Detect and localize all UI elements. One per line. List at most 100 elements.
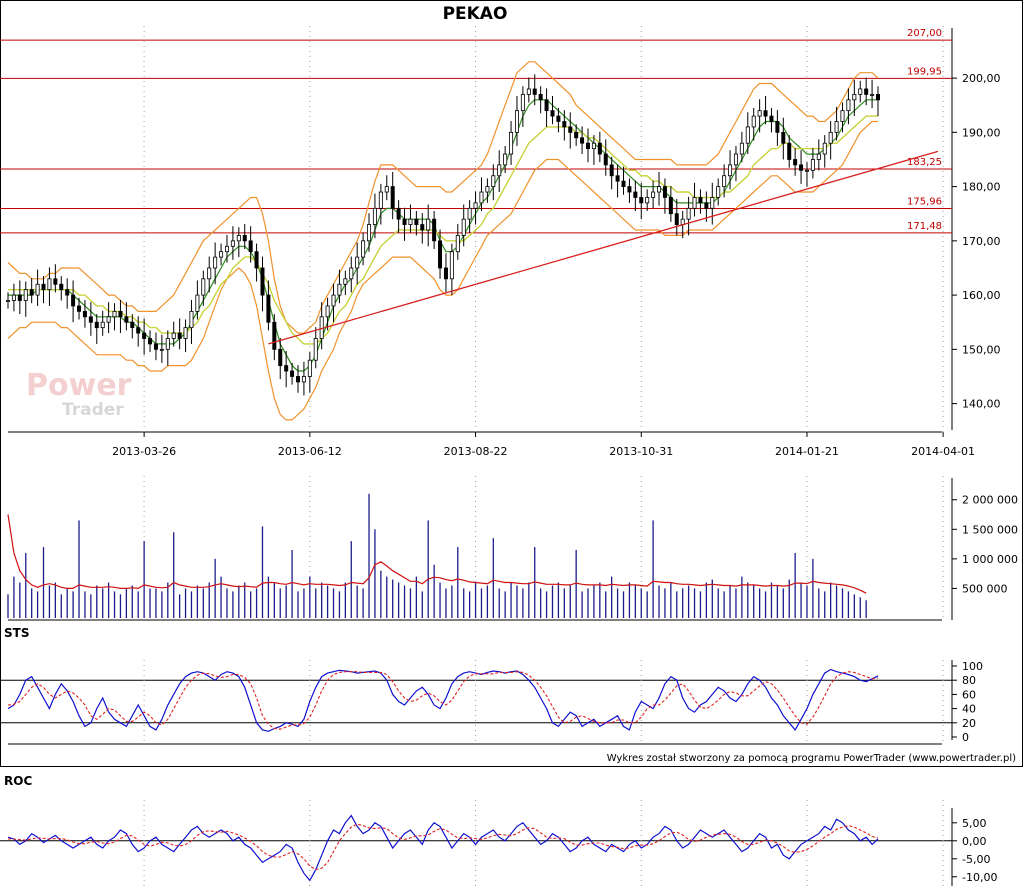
price-x-tick-label: 2014-01-21 bbox=[775, 445, 839, 458]
candle-body bbox=[858, 88, 863, 95]
roc-y-tick-label: -5,00 bbox=[962, 853, 990, 866]
candle-body bbox=[852, 93, 857, 101]
volume-y-tick-label: 500 000 bbox=[962, 582, 1008, 595]
candle-body bbox=[361, 240, 366, 258]
candle-body bbox=[71, 294, 76, 307]
candle-body bbox=[615, 175, 620, 182]
candle-body bbox=[47, 278, 52, 291]
candle-body bbox=[763, 110, 768, 117]
candle-body bbox=[597, 142, 602, 155]
candle-body bbox=[449, 251, 454, 280]
candle-body bbox=[810, 159, 815, 171]
candle-body bbox=[378, 191, 383, 209]
price-series-0 bbox=[7, 61, 879, 334]
price-y-tick-label: 170,00 bbox=[962, 235, 1001, 248]
candle-body bbox=[532, 88, 537, 95]
candle-body bbox=[503, 153, 508, 166]
candle-body bbox=[272, 321, 277, 350]
price-y-tick-label: 150,00 bbox=[962, 343, 1001, 356]
price-level-label: 199,95 bbox=[907, 66, 942, 77]
candle-body bbox=[301, 376, 306, 383]
candle-body bbox=[461, 218, 466, 236]
candle-body bbox=[633, 191, 638, 198]
candle-body bbox=[651, 191, 656, 198]
candle-body bbox=[473, 202, 478, 209]
sts-y-tick-label: 40 bbox=[962, 703, 976, 716]
candle-body bbox=[426, 218, 431, 231]
volume-panel: 500 000 1 000 000 1 500 000 2 000 000 bbox=[7, 476, 1018, 621]
price-x-tick-label: 2013-08-22 bbox=[444, 445, 508, 458]
candle-body bbox=[343, 278, 348, 285]
sts-y-tick-label: 60 bbox=[962, 688, 976, 701]
candle-body bbox=[739, 142, 744, 155]
candle-body bbox=[438, 240, 443, 269]
roc-y-ticks: -10,00 -5,00 0,00 5,00 bbox=[952, 817, 997, 884]
price-x-ticks: 2013-03-26 2013-06-12 2013-08-22 2013-10-31… bbox=[112, 432, 975, 458]
price-y-tick-label: 140,00 bbox=[962, 398, 1001, 411]
volume-y-tick-label: 1 500 000 bbox=[962, 523, 1018, 536]
candle-body bbox=[698, 197, 703, 204]
price-levels: 207,00 199,95 183,25 175,96 171,48 bbox=[0, 28, 952, 234]
price-series-3 bbox=[8, 115, 878, 345]
candle-body bbox=[710, 197, 715, 209]
sts-y-tick-label: 100 bbox=[962, 660, 983, 673]
candle-body bbox=[420, 224, 425, 231]
candle-body bbox=[668, 197, 673, 215]
candle-body bbox=[88, 316, 93, 323]
candle-body bbox=[733, 153, 738, 166]
roc-lines bbox=[7, 814, 879, 882]
candle-body bbox=[621, 180, 626, 188]
candle-body bbox=[627, 186, 632, 193]
price-trendline bbox=[268, 150, 939, 345]
candle-body bbox=[674, 213, 679, 225]
candle-body bbox=[213, 256, 218, 269]
candle-body bbox=[657, 186, 662, 193]
candle-body bbox=[82, 310, 87, 318]
candle-body bbox=[497, 164, 502, 177]
candle-body bbox=[337, 283, 342, 296]
candle-body bbox=[41, 283, 46, 291]
candle-body bbox=[53, 278, 58, 285]
volume-average-line bbox=[7, 514, 867, 594]
candle-body bbox=[603, 153, 608, 166]
candle-body bbox=[177, 332, 182, 339]
candle-body bbox=[520, 93, 525, 112]
candle-body bbox=[17, 294, 22, 301]
candle-body bbox=[840, 110, 845, 122]
candle-body bbox=[307, 359, 312, 377]
candle-body bbox=[278, 348, 283, 367]
candle-body bbox=[757, 110, 762, 117]
candle-body bbox=[195, 294, 200, 312]
candle-body bbox=[846, 99, 851, 112]
candle-body bbox=[828, 131, 833, 144]
candle-body bbox=[722, 175, 727, 188]
roc-title: ROC bbox=[4, 774, 32, 788]
candle-body bbox=[491, 175, 496, 188]
candle-body bbox=[142, 332, 147, 339]
candle-body bbox=[781, 131, 786, 144]
candle-body bbox=[396, 207, 401, 220]
candle-body bbox=[390, 186, 395, 209]
candle-body bbox=[23, 289, 28, 301]
powertrader-watermark: Power Trader bbox=[26, 368, 132, 420]
candle-body bbox=[686, 207, 691, 220]
candle-body bbox=[59, 283, 64, 291]
candle-body bbox=[799, 164, 804, 171]
candle-body bbox=[509, 131, 514, 155]
candle-body bbox=[455, 235, 460, 253]
watermark-line2: Trader bbox=[62, 400, 124, 420]
candle-body bbox=[183, 327, 188, 339]
sts-y-tick-label: 0 bbox=[962, 731, 969, 744]
candle-body bbox=[538, 93, 543, 101]
candle-body bbox=[290, 370, 295, 377]
price-level-label: 175,96 bbox=[907, 197, 942, 208]
candle-body bbox=[876, 93, 881, 101]
price-y-ticks: 140,00 150,00 160,00 170,00 180,00 190,00 200,… bbox=[952, 72, 1001, 411]
price-candles bbox=[6, 74, 881, 396]
candle-body bbox=[804, 169, 809, 172]
candle-body bbox=[769, 115, 774, 122]
candle-body bbox=[745, 126, 750, 144]
candle-body bbox=[29, 289, 34, 296]
candle-body bbox=[591, 142, 596, 150]
sts-y-tick-label: 20 bbox=[962, 717, 976, 730]
